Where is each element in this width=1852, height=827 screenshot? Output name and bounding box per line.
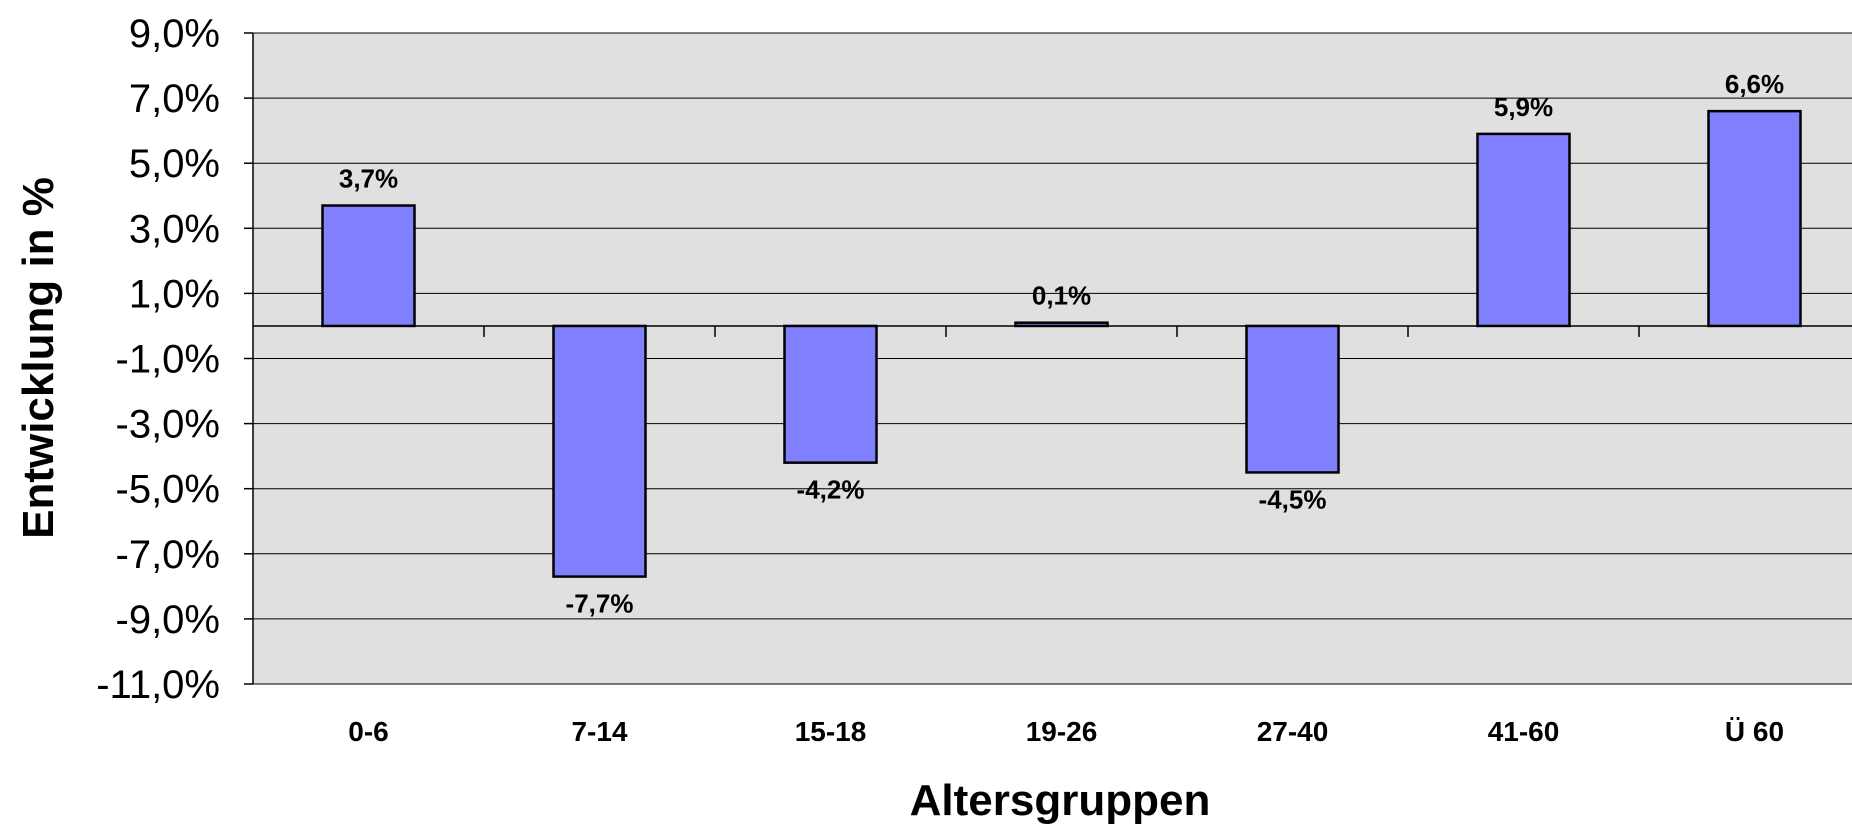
- data-label: 0,1%: [1032, 281, 1091, 311]
- x-axis-ticks: 0-6 7-14 15-18 19-26 27-40 41-60 Ü 60: [348, 325, 1784, 747]
- x-tick-label: Ü 60: [1725, 716, 1784, 747]
- y-tick-label: -1,0%: [116, 338, 221, 382]
- y-tick-label: 3,0%: [129, 207, 220, 251]
- x-tick-label: 0-6: [348, 716, 388, 747]
- y-tick-label: 5,0%: [129, 142, 220, 186]
- bar: [552, 324, 647, 578]
- x-axis-title: Altersgruppen: [910, 776, 1211, 825]
- y-axis-ticks: 9,0% 7,0% 5,0% 3,0% 1,0% -1,0% -3,0% -5,0% -7,0%…: [96, 12, 254, 707]
- bar: [1014, 321, 1109, 328]
- bar: [321, 204, 416, 328]
- y-tick-label: -9,0%: [116, 598, 221, 642]
- data-label: -4,5%: [1259, 484, 1327, 514]
- x-tick-label: 19-26: [1026, 716, 1098, 747]
- y-tick-label: -5,0%: [116, 468, 221, 512]
- bar: [1707, 109, 1802, 328]
- bar: [783, 324, 878, 464]
- y-axis-title: Entwicklung in %: [14, 177, 63, 539]
- x-tick-label: 41-60: [1488, 716, 1560, 747]
- x-tick-label: 7-14: [571, 716, 627, 747]
- data-label: 5,9%: [1494, 92, 1553, 122]
- x-tick-label: 27-40: [1257, 716, 1329, 747]
- x-tick-label: 15-18: [795, 716, 867, 747]
- y-tick-label: -3,0%: [116, 403, 221, 447]
- gridlines: [253, 32, 1852, 685]
- y-tick-label: -7,0%: [116, 533, 221, 577]
- bar: [1476, 132, 1571, 328]
- y-tick-label: 9,0%: [129, 12, 220, 56]
- y-tick-label: -11,0%: [96, 663, 220, 707]
- data-labels: 3,7% -7,7% -4,2% 0,1% -4,5% 5,9% 6,6%: [339, 69, 1784, 618]
- bar: [1245, 324, 1340, 474]
- y-tick-label: 1,0%: [129, 272, 220, 316]
- bars: [321, 109, 1802, 578]
- data-label: -4,2%: [797, 475, 865, 505]
- data-label: -7,7%: [566, 589, 634, 619]
- data-label: 6,6%: [1725, 69, 1784, 99]
- data-label: 3,7%: [339, 164, 398, 194]
- y-tick-label: 7,0%: [129, 77, 220, 121]
